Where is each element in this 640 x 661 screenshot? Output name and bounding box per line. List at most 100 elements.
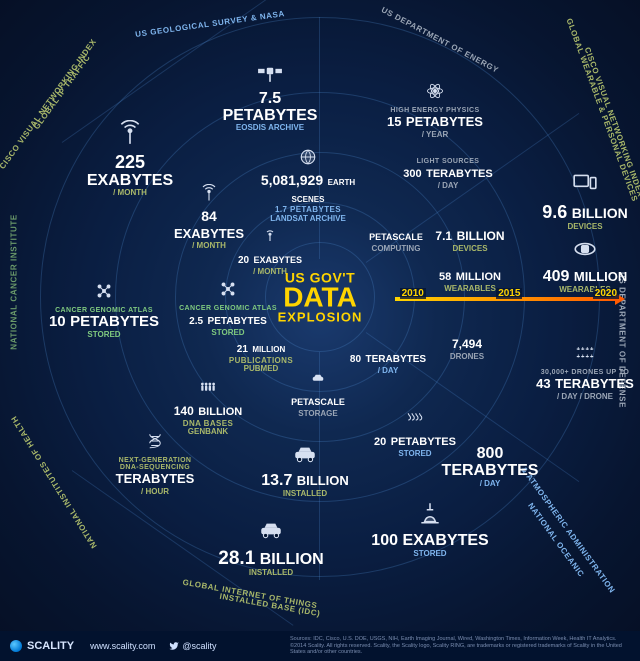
sector-label: US GEOLOGICAL SURVEY & NASA <box>135 9 286 39</box>
buoy-icon <box>360 500 500 531</box>
footer-twitter: @scality <box>169 641 216 651</box>
stat-subtitle: NEXT-GENERATION <box>80 457 230 464</box>
stat-devices71: 7.1 BILLION DEVICES <box>420 228 520 253</box>
stat-value: PETASCALE <box>369 232 423 242</box>
stat-unit: BILLION <box>198 406 242 418</box>
stat-drones30k: 30,000+ DRONES UP TO43 TERABYTES/ DAY / … <box>510 344 640 401</box>
drones-icon <box>510 344 640 367</box>
stat-ngs: NEXT-GENERATIONDNA-SEQUENCINGTERABYTES/ … <box>80 432 230 497</box>
stat-genbank: 140 BILLIONDNA BASESGENBANK <box>148 378 268 436</box>
stat-unit: PETABYTES <box>208 316 267 327</box>
stat-rate: LANDSAT ARCHIVE <box>248 215 368 223</box>
twitter-handle: @scality <box>182 641 216 651</box>
stat-value: 800 <box>477 445 504 462</box>
stat-unit: TERABYTES <box>555 376 634 391</box>
stat-value: 43 <box>536 376 550 391</box>
stat-value: 7.1 <box>435 229 452 243</box>
stat-value: 20 <box>238 255 249 266</box>
footer-sources: Sources: IDC, Cisco, U.S. DOE, USGS, NIH… <box>290 636 630 656</box>
stat-value: 100 <box>371 532 398 549</box>
stat-rate: STORAGE <box>278 410 358 418</box>
stat-value: 2.5 <box>189 316 203 327</box>
stat-value: 7.5 <box>259 90 281 107</box>
stat-drones7494: 7,494 DRONES <box>422 336 512 361</box>
stat-rate: DEVICES <box>530 223 640 231</box>
stat-rate: / DAY <box>388 182 508 190</box>
stat-ip20: 20 EXABYTES/ MONTH <box>230 226 310 276</box>
stat-cancer10: CANCER GENOMIC ATLAS10 PETABYTESSTORED <box>44 282 164 339</box>
stat-rate: / HOUR <box>80 488 230 496</box>
stat-petastorage: PETASCALE STORAGE <box>278 368 358 418</box>
stat-value: 10 <box>49 313 66 330</box>
stat-value: 13.7 <box>261 472 292 489</box>
stat-value: 58 <box>439 271 451 283</box>
stat-unit: EXABYTES <box>254 255 303 265</box>
dna-icon <box>80 432 230 455</box>
stat-unit: PETABYTES <box>223 107 318 124</box>
stat-installed137: 13.7 BILLION INSTALLED <box>250 440 360 498</box>
antenna-icon <box>80 120 180 151</box>
stat-value: 84 <box>201 208 217 224</box>
center-line2: DATA <box>278 286 363 310</box>
logo-icon <box>10 640 22 652</box>
stat-subtitle: DNA-SEQUENCING <box>80 464 230 471</box>
stat-value: 225 <box>115 152 145 172</box>
timeline-year: 2020 <box>593 288 619 299</box>
stat-value: 28.1 <box>218 548 255 569</box>
stat-subtitle: CANCER GENOMIC ATLAS <box>168 305 288 312</box>
stat-unit: PETABYTES <box>70 313 159 330</box>
devices-icon <box>530 170 640 201</box>
stat-value: 7,494 <box>452 337 482 351</box>
stat-hep: HIGH ENERGY PHYSICS15 PETABYTES/ YEAR <box>375 82 495 139</box>
stat-rate: STORED <box>168 329 288 337</box>
stat-rate: DEVICES <box>420 245 520 253</box>
stat-eosdis: 7.5 PETABYTESEOSDIS ARCHIVE <box>210 58 330 133</box>
stat-value: 140 <box>174 404 194 418</box>
brand-logo: SCALITY <box>10 640 74 652</box>
stat-unit: EXABYTES <box>87 172 173 189</box>
antenna-sm-icon <box>230 226 310 249</box>
stat-installed281: 28.1 BILLIONINSTALLED <box>206 516 336 577</box>
sector-label: US DEPARTMENT OF ENERGY <box>380 5 500 75</box>
globe-icon <box>248 148 368 171</box>
stat-rate: DRONES <box>422 353 512 361</box>
stat-devices96: 9.6 BILLION DEVICES <box>530 170 640 231</box>
stat-unit: BILLION <box>572 205 628 221</box>
brand-name: SCALITY <box>27 640 74 652</box>
center-line3: EXPLOSION <box>278 309 363 324</box>
stat-unit: TERABYTES <box>442 462 539 479</box>
stat-value: 15 <box>387 114 401 129</box>
stat-rate: STORED <box>360 550 500 558</box>
stat-value: 5,081,929 <box>261 172 323 188</box>
twitter-icon <box>169 641 179 651</box>
stat-value: 9.6 <box>542 202 567 222</box>
stat-unit: PETABYTES <box>406 114 483 129</box>
stat-stored100eb: 100 EXABYTESSTORED <box>360 500 500 558</box>
stat-rate: / DAY <box>348 367 428 375</box>
stat-unit: TERABYTES <box>426 168 493 180</box>
stat-unit: MILLION <box>574 269 627 284</box>
stat-rate: / DAY <box>430 480 550 488</box>
stat-unit: MILLION <box>252 345 285 354</box>
stat-unit: MILLION <box>456 271 501 283</box>
people-icon <box>148 378 268 401</box>
timeline-year: 2010 <box>400 288 426 299</box>
car-icon <box>250 440 360 471</box>
stat-rate: INSTALLED <box>206 569 336 577</box>
stat-value: 300 <box>403 168 421 180</box>
watch-icon <box>530 236 640 267</box>
network-icon <box>168 280 288 303</box>
stat-cancer25: CANCER GENOMIC ATLAS 2.5 PETABYTES STORED <box>168 280 288 337</box>
timeline-year: 2015 <box>496 288 522 299</box>
satellite-icon <box>210 58 330 89</box>
stat-unit: BILLION <box>457 229 505 243</box>
stat-rate: INSTALLED <box>250 490 360 498</box>
stat-unit: EXABYTES <box>402 532 488 549</box>
stat-rate: EOSDIS ARCHIVE <box>210 124 330 132</box>
stat-value: 20 <box>374 436 386 448</box>
stat-lightsrc: LIGHT SOURCES 300 TERABYTES / DAY <box>388 158 508 191</box>
stat-value: 21 <box>237 344 248 355</box>
stat-unit: BILLION <box>297 473 349 488</box>
stat-rate: / DAY / DRONE <box>510 393 640 401</box>
stat-subtitle: LIGHT SOURCES <box>388 158 508 165</box>
